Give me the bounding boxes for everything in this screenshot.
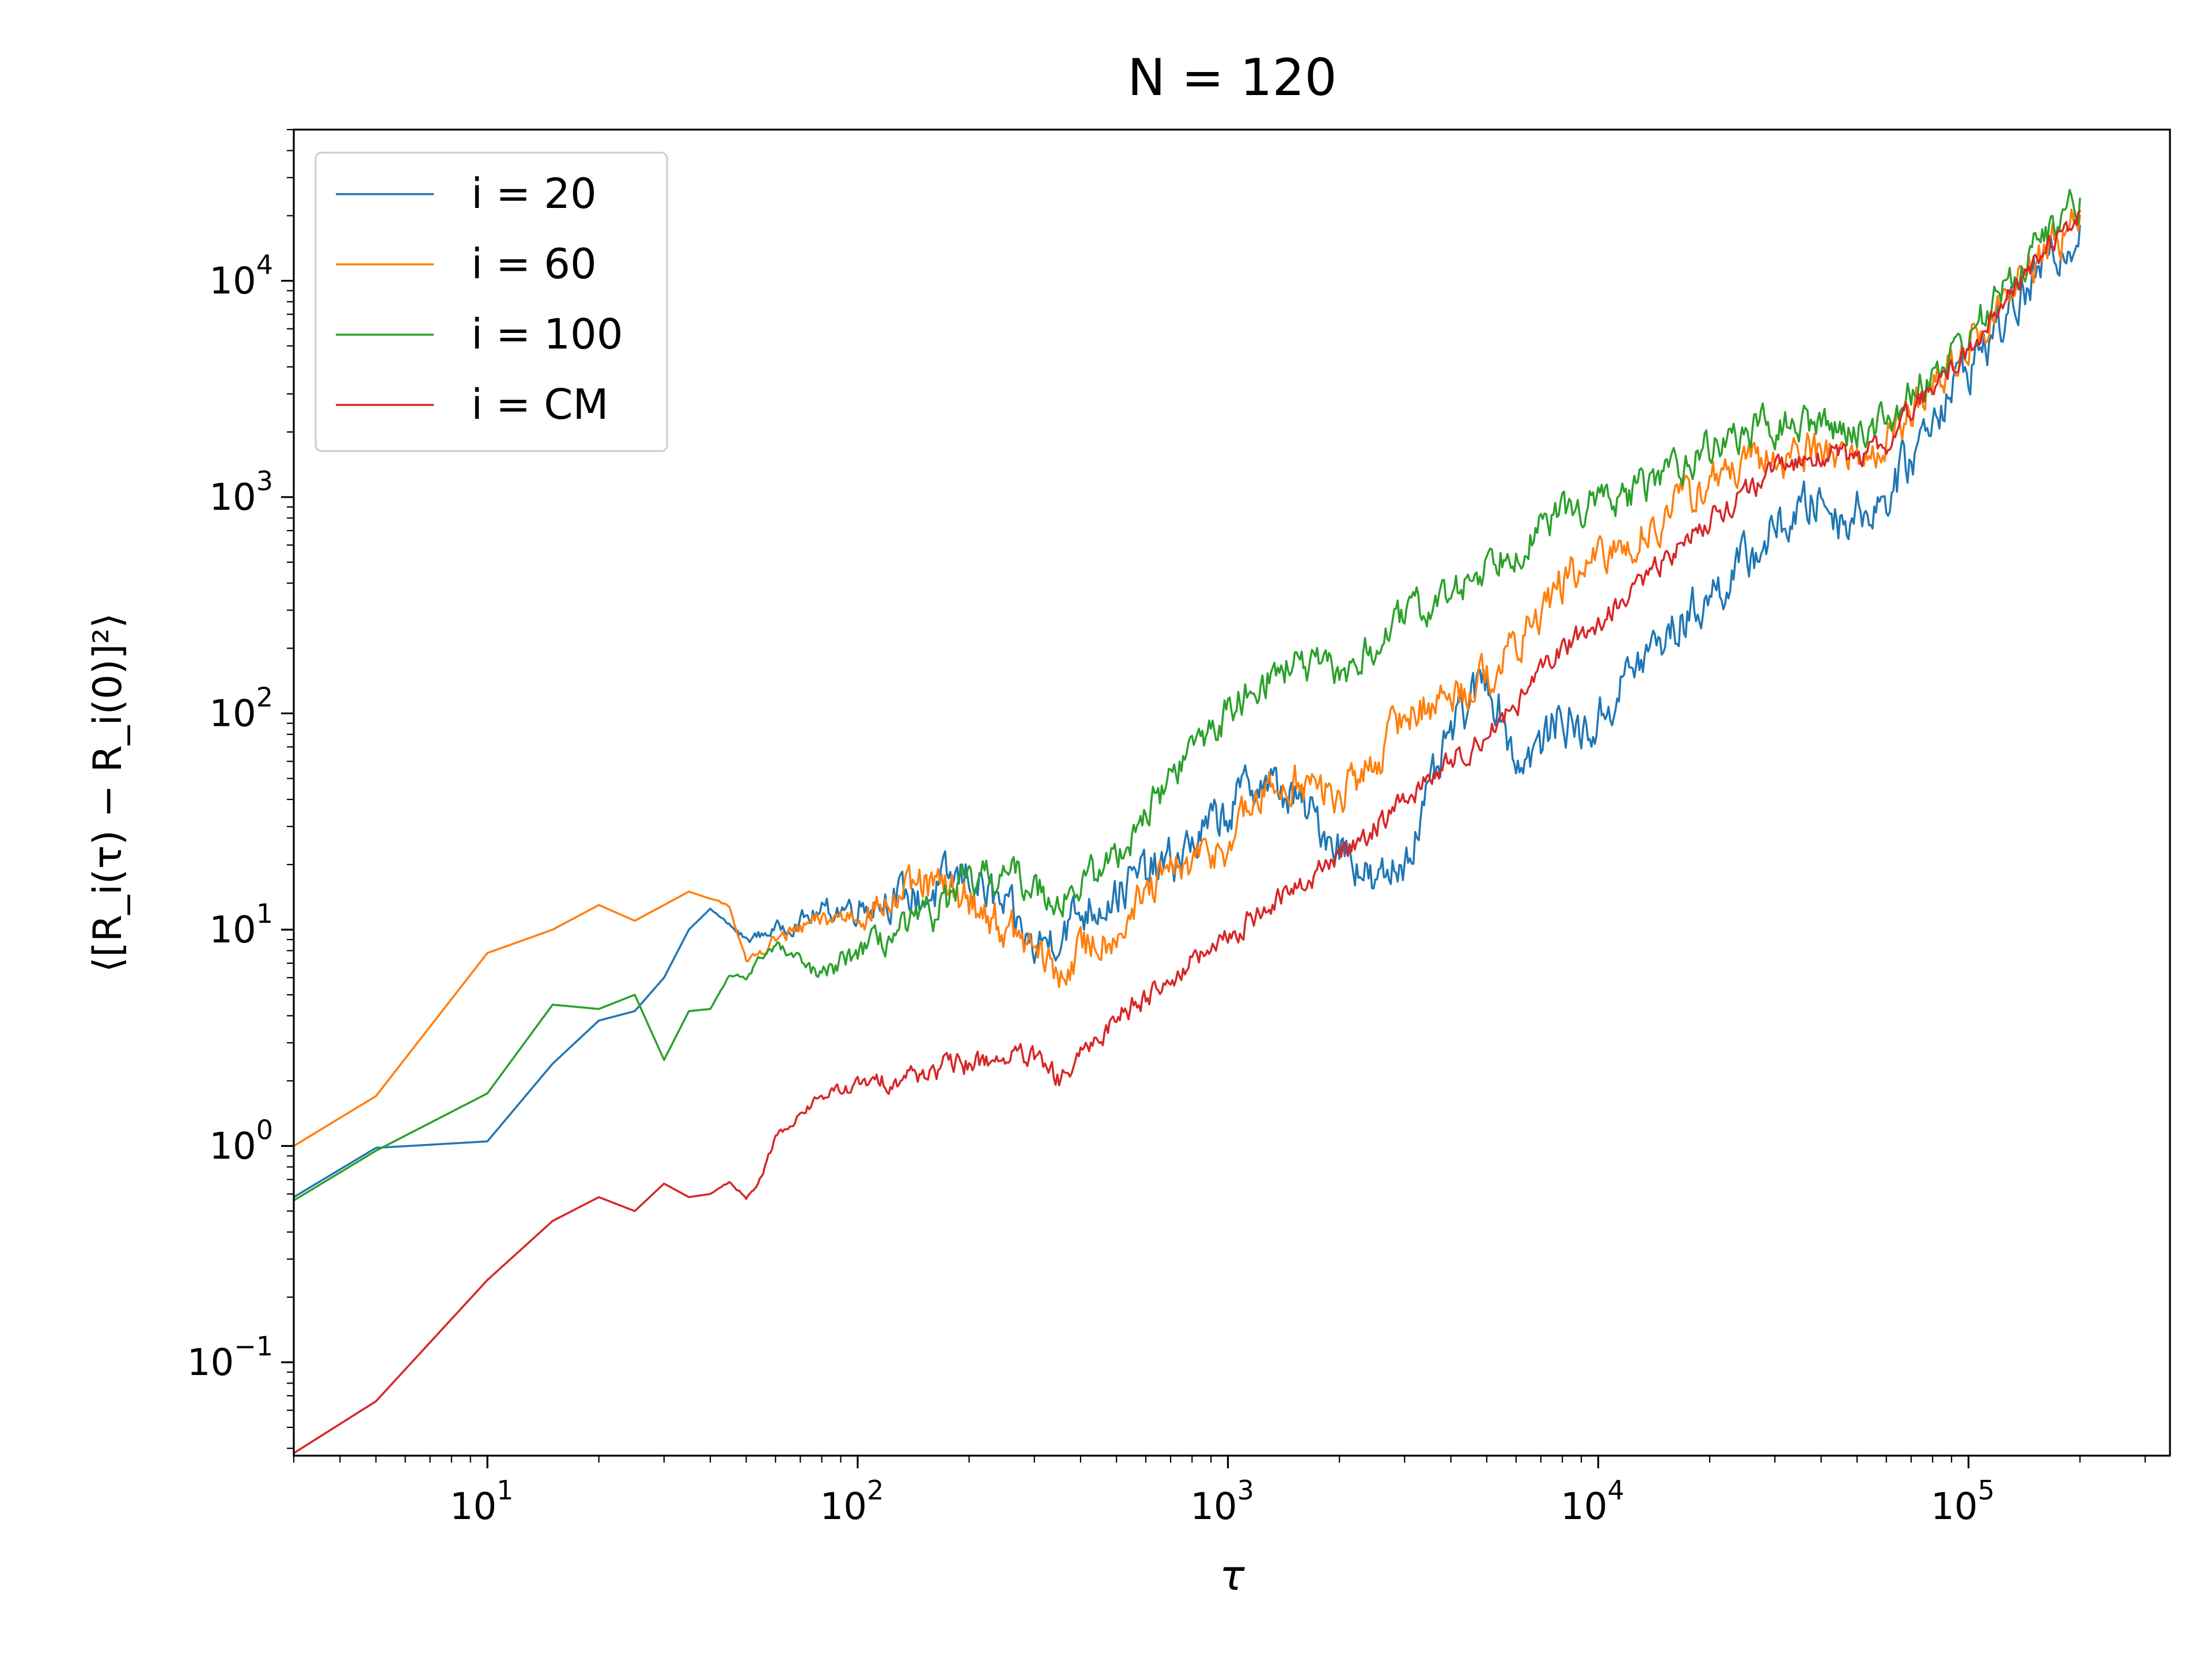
series-line-2 xyxy=(294,188,2081,1202)
legend-label: i = 20 xyxy=(471,169,597,218)
series-line-0 xyxy=(294,224,2081,1198)
legend-label: i = 100 xyxy=(471,310,623,358)
series-layer xyxy=(294,188,2081,1455)
legend-label: i = CM xyxy=(471,380,609,429)
x-axis-label: τ xyxy=(1219,1551,1245,1600)
legend-box xyxy=(315,151,668,452)
legend-label: i = 60 xyxy=(471,240,597,288)
plot-frame xyxy=(293,128,2171,1457)
series-line-3 xyxy=(294,210,2081,1455)
chart-title: N = 120 xyxy=(1127,48,1336,107)
y-axis-label: ⟨[R_i(τ) − R_i(0)]²⟩ xyxy=(85,613,131,972)
legend: i = 20 i = 60 i = 100 i = CM xyxy=(315,151,668,452)
series-line-1 xyxy=(294,208,2081,1147)
